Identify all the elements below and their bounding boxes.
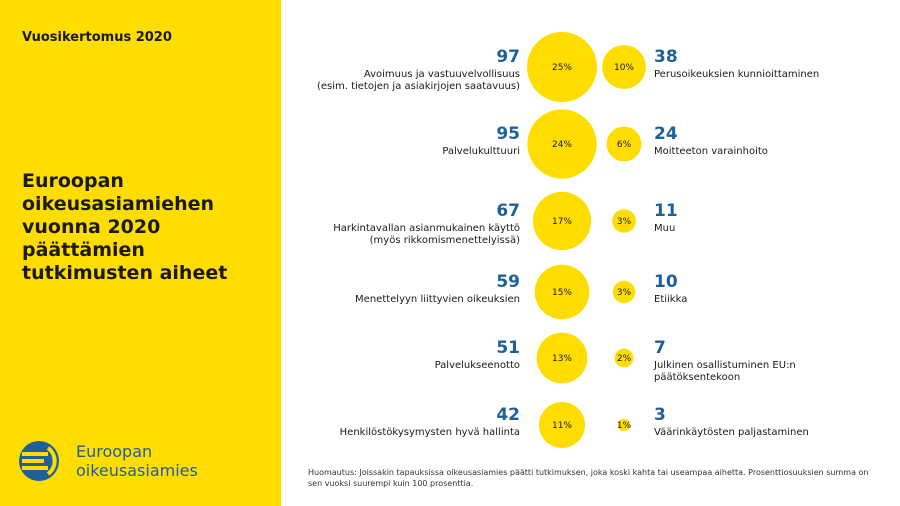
- right-category-label-4-1: päätöksentekoon: [654, 372, 740, 383]
- left-category-label-0-0: Avoimuus ja vastuuvelvollisuus: [364, 69, 520, 80]
- right-category-label-2-0: Muu: [654, 223, 675, 234]
- right-category-label-0-0: Perusoikeuksien kunnioittaminen: [654, 69, 819, 80]
- logo-text: Euroopan oikeusasiamies: [76, 442, 198, 480]
- sidebar-panel: Vuosikertomus 2020 Euroopan oikeusasiami…: [0, 0, 281, 506]
- left-count-label-0: 97: [496, 47, 520, 67]
- logo-text-line1: Euroopan: [76, 442, 153, 461]
- right-category-label-5-0: Väärinkäytösten paljastaminen: [654, 427, 809, 438]
- right-count-label-4: 7: [654, 338, 666, 358]
- left-category-label-2-1: (myös rikkomismenettelyissä): [370, 235, 520, 246]
- left-percent-label-5: 11%: [552, 421, 572, 431]
- left-category-label-4-0: Palvelukseenotto: [435, 360, 520, 371]
- left-category-label-0-1: (esim. tietojen ja asiakirjojen saatavuu…: [317, 81, 520, 92]
- left-percent-label-0: 25%: [552, 63, 572, 73]
- right-category-label-4-0: Julkinen osallistuminen EU:n: [653, 360, 796, 371]
- left-count-label-2: 67: [496, 201, 520, 221]
- left-bubble-2: [532, 191, 592, 251]
- right-percent-label-0: 10%: [614, 63, 634, 73]
- left-percent-label-4: 13%: [552, 354, 572, 364]
- left-bubble-1: [527, 109, 597, 179]
- page-title: Euroopan oikeusasiamiehen vuonna 2020 pä…: [22, 170, 228, 284]
- right-percent-label-4: 2%: [617, 354, 632, 364]
- right-count-label-5: 3: [654, 405, 666, 425]
- left-percent-label-3: 15%: [552, 288, 572, 298]
- left-count-label-5: 42: [496, 405, 520, 425]
- left-category-label-2-0: Harkintavallan asianmukainen käyttö: [333, 223, 520, 234]
- left-percent-label-2: 17%: [552, 217, 572, 227]
- right-count-label-2: 11: [654, 201, 678, 221]
- logo-text-line2: oikeusasiamies: [76, 461, 198, 480]
- left-category-label-1-0: Palvelukulttuuri: [442, 146, 520, 157]
- left-bubble-0: [527, 32, 597, 102]
- left-count-label-1: 95: [496, 124, 520, 144]
- right-bubble-4: [614, 348, 634, 368]
- footnote: Huomautus: Joissakin tapauksissa oikeusa…: [308, 468, 869, 488]
- right-percent-label-5: 1%: [617, 421, 632, 431]
- left-category-label-3-0: Menettelyyn liittyvien oikeuksien: [355, 294, 520, 305]
- right-bubble-2: [612, 209, 636, 233]
- ombudsman-logo-icon: [19, 441, 59, 481]
- left-bubble-3: [534, 264, 590, 320]
- right-category-label-1-0: Moitteeton varainhoito: [654, 146, 768, 157]
- right-percent-label-3: 3%: [617, 288, 632, 298]
- right-bubble-3: [612, 280, 636, 304]
- bubble-chart: 25% 97 Avoimuus ja vastuuvelvollisuus(esim…: [317, 32, 819, 449]
- left-category-label-5-0: Henkilöstökysymysten hyvä hallinta: [340, 427, 520, 438]
- right-category-label-3-0: Etiikka: [654, 294, 687, 305]
- right-percent-label-2: 3%: [617, 217, 632, 227]
- left-count-label-4: 51: [496, 338, 520, 358]
- right-count-label-1: 24: [654, 124, 678, 144]
- right-count-label-3: 10: [654, 272, 678, 292]
- left-bubble-4: [536, 332, 588, 384]
- report-label: Vuosikertomus 2020: [22, 30, 172, 45]
- left-bubble-5: [538, 401, 586, 449]
- right-percent-label-1: 6%: [617, 140, 632, 150]
- right-count-label-0: 38: [654, 47, 678, 67]
- left-percent-label-1: 24%: [552, 140, 572, 150]
- left-count-label-3: 59: [496, 272, 520, 292]
- right-bubble-1: [606, 126, 642, 162]
- right-bubble-0: [602, 45, 646, 89]
- right-bubble-5: [617, 418, 631, 432]
